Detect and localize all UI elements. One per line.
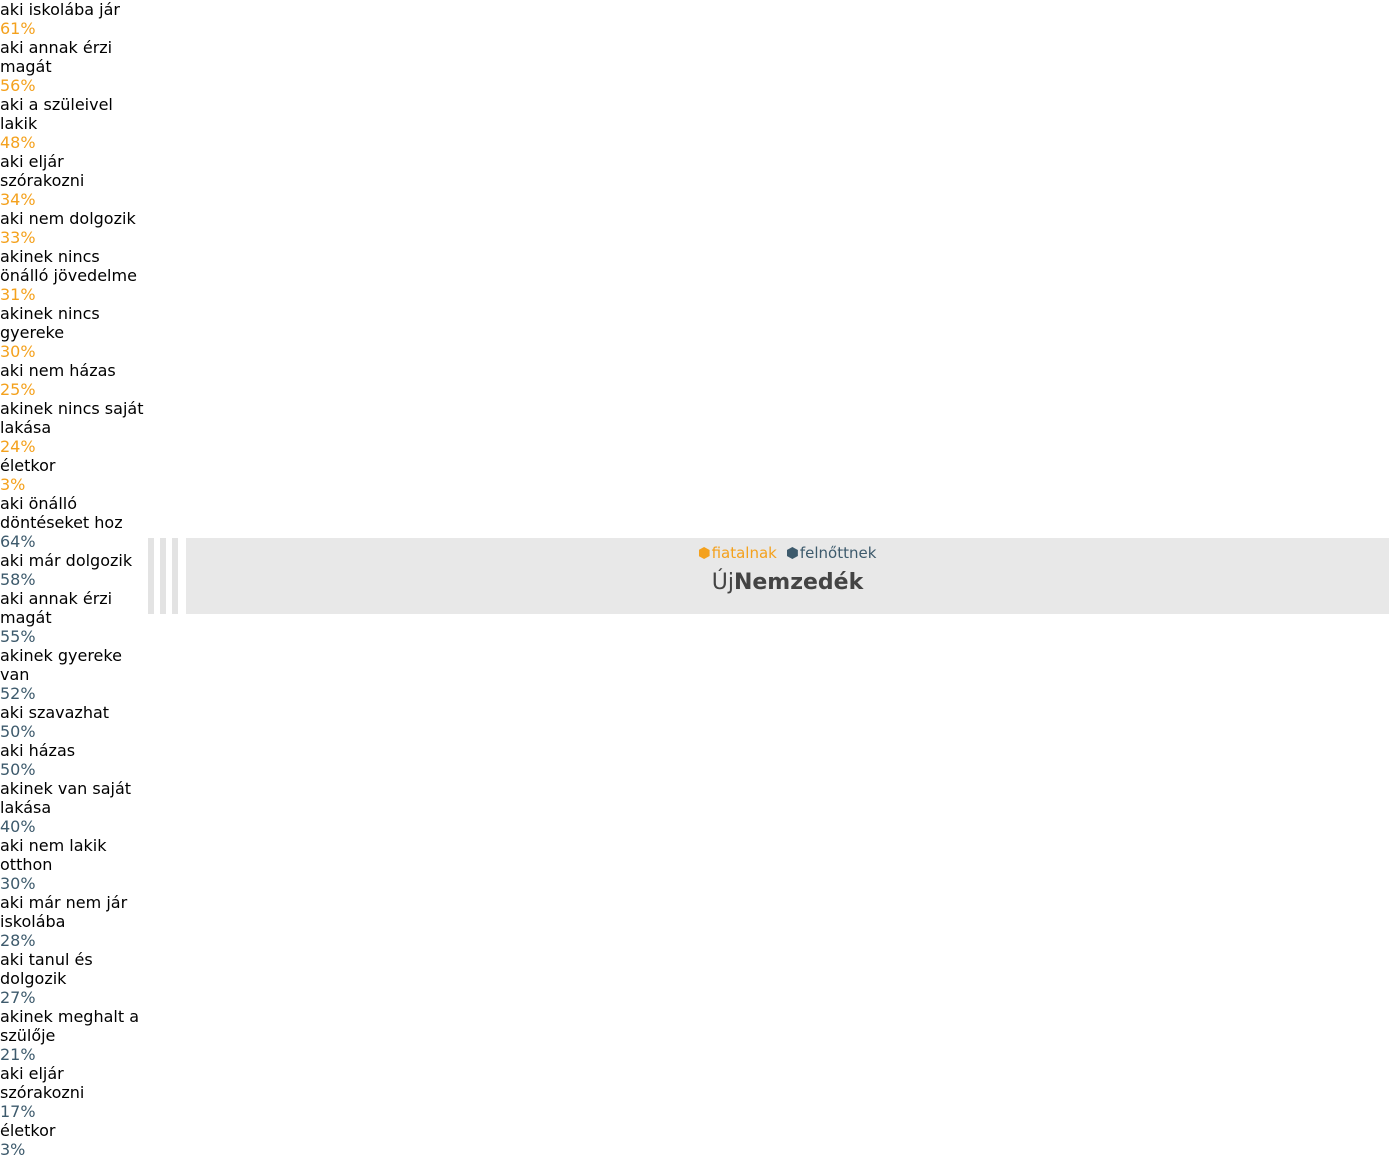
value-label: 17%	[0, 1102, 36, 1121]
logo-name: Nemzedék	[733, 570, 864, 595]
value-label: 50%	[0, 760, 36, 779]
category-label: aki annak érzi magát	[0, 38, 113, 76]
value-label: 34%	[0, 190, 36, 209]
category-label: aki önálló döntéseket hoz	[0, 494, 123, 532]
value-label: 58%	[0, 570, 36, 589]
value-label: 55%	[0, 627, 36, 646]
category-label: aki a szüleivel lakik	[0, 95, 113, 133]
value-label: 33%	[0, 228, 36, 247]
value-label: 28%	[0, 931, 36, 950]
decoration	[148, 538, 184, 614]
value-label: 21%	[0, 1045, 36, 1064]
value-label: 3%	[0, 475, 26, 494]
category-label: aki eljár szórakozni	[0, 1064, 85, 1102]
category-label: aki annak érzi magát	[0, 589, 113, 627]
category-label: akinek nincs gyereke	[0, 304, 100, 342]
legend-item: felnőttnek	[786, 544, 877, 562]
value-label: 52%	[0, 684, 36, 703]
logo-prefix: Új	[711, 570, 734, 595]
category-label: akinek nincs saját lakása	[0, 399, 144, 437]
category-label: aki nem dolgozik	[0, 209, 136, 228]
category-label: aki iskolába jár	[0, 0, 120, 19]
category-label: aki már nem jár iskolába	[0, 893, 128, 931]
value-label: 30%	[0, 874, 36, 893]
category-label: életkor	[0, 1121, 56, 1140]
value-label: 61%	[0, 19, 36, 38]
category-label: aki már dolgozik	[0, 551, 133, 570]
legend-text: felnőttnek	[799, 544, 877, 562]
value-label: 48%	[0, 133, 36, 152]
value-label: 64%	[0, 532, 36, 551]
legend-marker	[698, 547, 710, 559]
value-label: 40%	[0, 817, 36, 836]
category-label: aki nem házas	[0, 361, 116, 380]
value-label: 3%	[0, 1140, 26, 1159]
footer: fiatalnak felnőttnek ÚjNemzedék	[186, 538, 1389, 614]
category-label: aki nem lakik otthon	[0, 836, 107, 874]
category-label: aki tanul és dolgozik	[0, 950, 93, 988]
value-label: 56%	[0, 76, 36, 95]
category-label: életkor	[0, 456, 56, 475]
legend-marker	[786, 547, 798, 559]
category-label: akinek nincs önálló jövedelme	[0, 247, 137, 285]
category-label: akinek gyereke van	[0, 646, 122, 684]
category-label: aki eljár szórakozni	[0, 152, 85, 190]
value-label: 25%	[0, 380, 36, 399]
category-label: aki házas	[0, 741, 76, 760]
legend-item: fiatalnak	[698, 544, 777, 562]
value-label: 31%	[0, 285, 36, 304]
category-label: akinek meghalt a szülője	[0, 1007, 139, 1045]
legend-text: fiatalnak	[711, 544, 777, 562]
value-label: 27%	[0, 988, 36, 1007]
logo: ÚjNemzedék	[186, 570, 1389, 595]
value-label: 50%	[0, 722, 36, 741]
value-label: 30%	[0, 342, 36, 361]
category-label: akinek van saját lakása	[0, 779, 132, 817]
value-label: 24%	[0, 437, 36, 456]
legend: fiatalnak felnőttnek	[186, 544, 1389, 562]
category-label: aki szavazhat	[0, 703, 110, 722]
